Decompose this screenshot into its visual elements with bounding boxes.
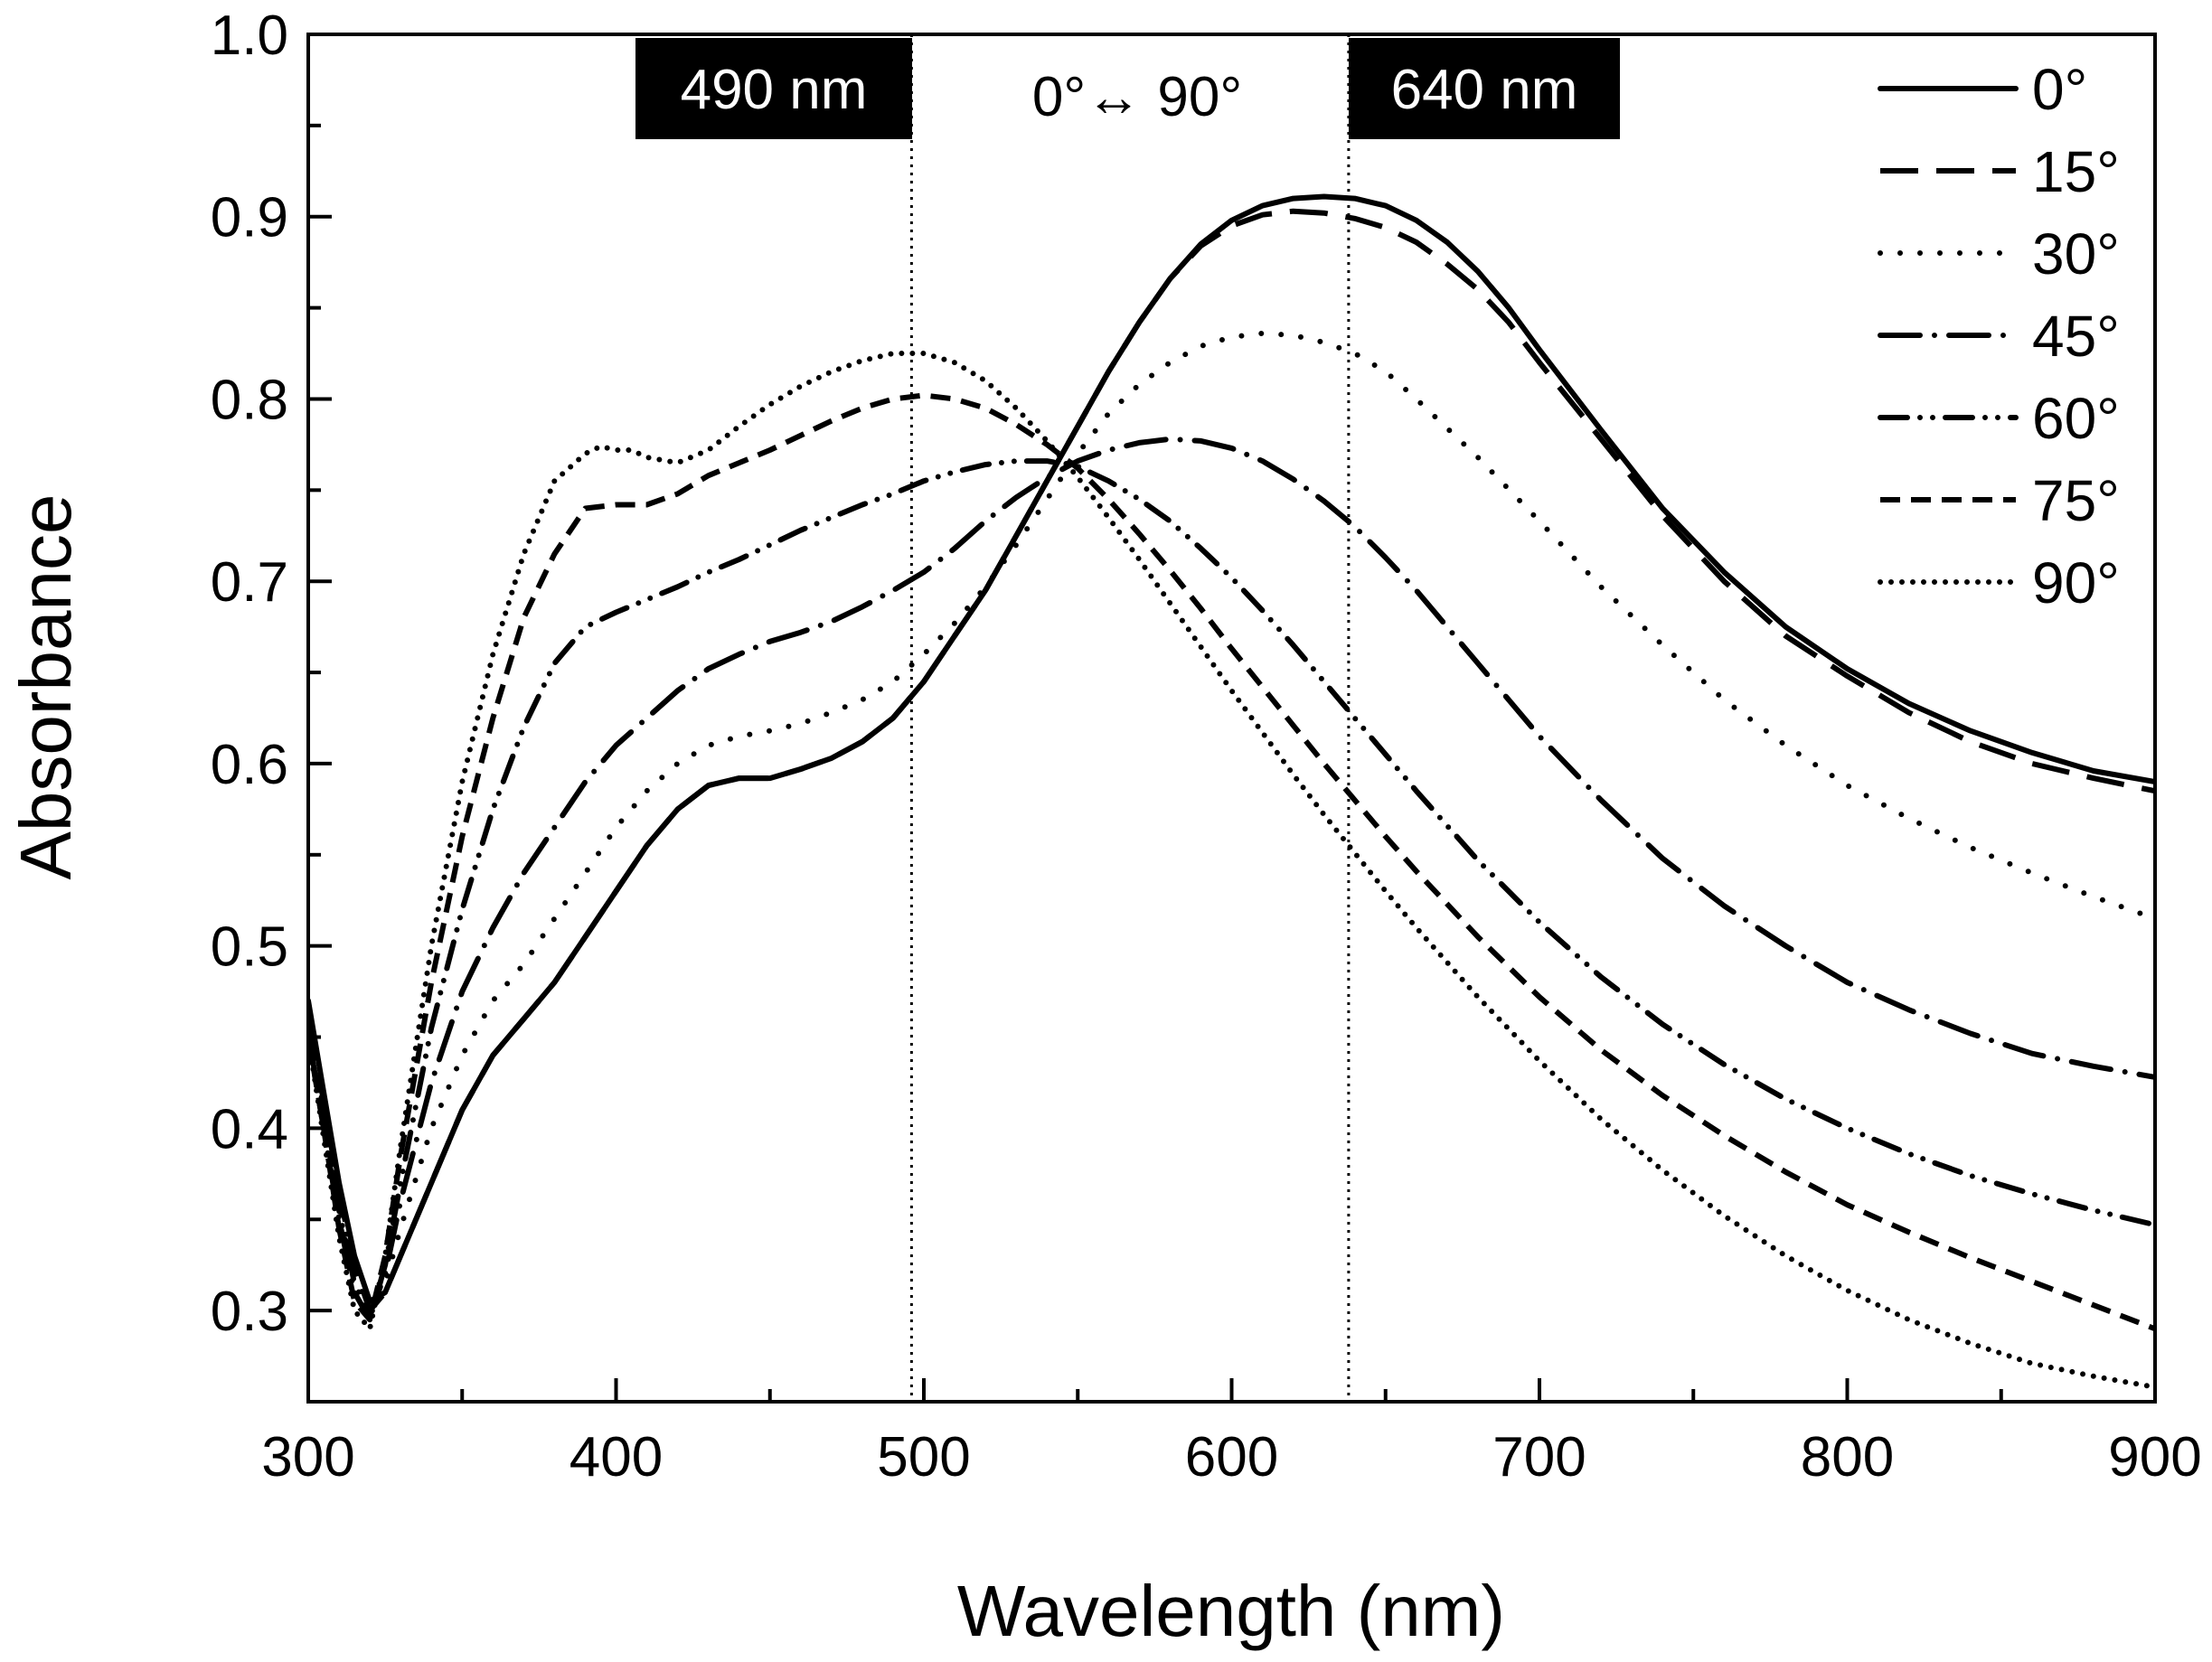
- series-line-15deg: [308, 208, 2155, 1314]
- series-line-75deg: [308, 392, 2155, 1332]
- reference-lines: [909, 34, 1351, 1402]
- annotation-640: 640 nm: [1349, 38, 1620, 139]
- y-tick-label: 0.7: [211, 551, 288, 614]
- x-tick-label: 300: [261, 1426, 354, 1488]
- y-tick-label: 0.5: [211, 916, 288, 979]
- y-tick-label: 0.9: [211, 187, 288, 249]
- legend-label: 60°: [2032, 386, 2120, 451]
- x-tick-label: 900: [2108, 1426, 2201, 1488]
- series-line-60deg: [308, 458, 2155, 1323]
- y-tick-label: 1.0: [211, 5, 288, 67]
- legend-label: 90°: [2032, 550, 2120, 615]
- series-line-90deg: [308, 351, 2155, 1390]
- x-tick-label: 700: [1492, 1426, 1586, 1488]
- series-line-45deg: [308, 436, 2155, 1318]
- legend-label: 30°: [2032, 221, 2120, 286]
- y-axis-ticks: 0.3 0.4 0.5 0.6 0.7 0.8 0.9 1.0: [211, 5, 332, 1404]
- annotation-490-box: [635, 38, 912, 139]
- annotation-640-box: [1349, 38, 1620, 139]
- x-axis-title: Wavelength (nm): [957, 1571, 1505, 1651]
- annotation-490-label: 490 nm: [681, 59, 868, 121]
- legend-label: 75°: [2032, 468, 2120, 533]
- x-tick-label: 500: [877, 1426, 970, 1488]
- x-tick-label: 400: [569, 1426, 663, 1488]
- series-line-30deg: [308, 330, 2155, 1314]
- series-line-0deg: [308, 193, 2155, 1304]
- legend: 0° 15° 30° 45° 60° 75° 90°: [1878, 57, 2120, 615]
- x-tick-label: 800: [1801, 1426, 1894, 1488]
- x-axis-ticks: 300 400 500 600 700 800 900: [261, 1378, 2202, 1488]
- legend-label: 0°: [2032, 57, 2087, 122]
- y-tick-label: 0.4: [211, 1098, 288, 1160]
- x-tick-label: 600: [1185, 1426, 1278, 1488]
- annotation-middle-label: 0°↔ 90°: [1032, 66, 1242, 128]
- y-axis-title: Absorbance: [5, 494, 86, 880]
- legend-label: 15°: [2032, 139, 2120, 204]
- series-layer: [308, 193, 2155, 1390]
- annotation-490: 490 nm: [635, 38, 912, 139]
- legend-label: 45°: [2032, 304, 2120, 369]
- y-tick-label: 0.8: [211, 369, 288, 431]
- y-tick-label: 0.3: [211, 1281, 288, 1343]
- annotation-640-label: 640 nm: [1391, 59, 1578, 121]
- y-tick-label: 0.6: [211, 734, 288, 796]
- plot-frame: [306, 33, 2157, 1404]
